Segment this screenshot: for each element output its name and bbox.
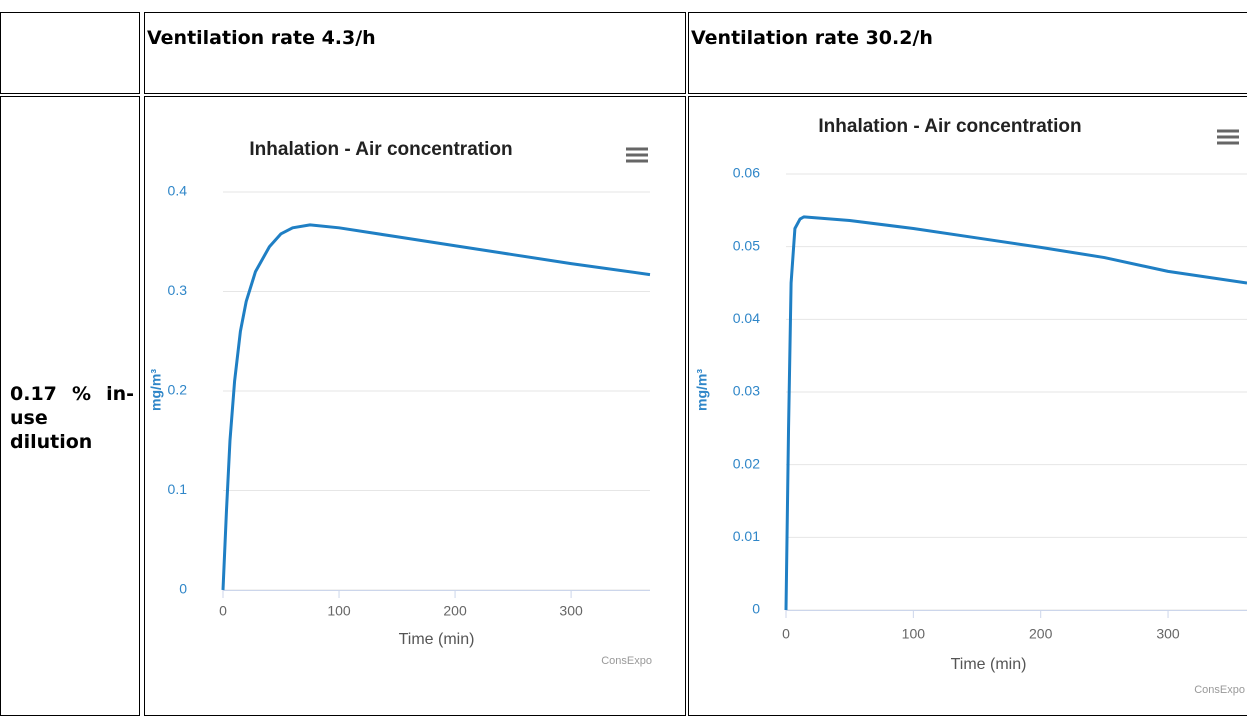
- x-axis-label: Time (min): [951, 656, 1027, 673]
- y-tick-label: 0.1: [168, 481, 188, 497]
- y-tick-label: 0: [752, 601, 760, 617]
- y-tick-label: 0.06: [733, 165, 760, 181]
- x-tick-label: 300: [559, 603, 583, 619]
- y-tick-label: 0.04: [733, 310, 760, 326]
- y-tick-label: 0.2: [168, 382, 188, 398]
- chart: 0 0.01 0.02 0.03 0.04 0.05 0.06 0 100 200 300 Inhal…: [694, 116, 1247, 696]
- header-cell: Ventilation rate 30.2/h: [688, 12, 1247, 94]
- chart-title: Inhalation - Air concentration: [818, 116, 1081, 137]
- y-tick-label: 0.01: [733, 528, 760, 544]
- x-tick-label: 100: [902, 626, 926, 642]
- header-text: Ventilation rate 30.2/h: [691, 27, 933, 49]
- y-axis-label: mg/m³: [148, 369, 164, 411]
- y-tick-label: 0.3: [168, 282, 188, 298]
- header-text: Ventilation rate 4.3/h: [147, 27, 376, 49]
- credit: ConsExpo: [601, 655, 652, 667]
- menu-icon-bar: [626, 147, 648, 151]
- page: Ventilation rate 4.3/h Ventilation rate …: [0, 12, 1247, 716]
- y-tick-label: 0.05: [733, 237, 760, 253]
- x-tick-label: 100: [327, 603, 351, 619]
- y-tick-label: 0: [179, 581, 187, 597]
- y-tick-label: 0.03: [733, 383, 760, 399]
- chart-title: Inhalation - Air concentration: [249, 139, 512, 160]
- x-tick-label: 200: [443, 603, 467, 619]
- menu-icon-bar: [1217, 129, 1239, 133]
- corner-cell: [0, 12, 140, 94]
- x-tick-label: 200: [1029, 626, 1053, 642]
- x-tick-label: 300: [1156, 626, 1180, 642]
- menu-icon-bar: [626, 153, 648, 157]
- x-tick-label: 0: [782, 626, 790, 642]
- menu-icon-bar: [1217, 141, 1239, 145]
- y-tick-label: 0.02: [733, 455, 760, 471]
- credit: ConsExpo: [1194, 684, 1245, 696]
- series-line: [784, 215, 1247, 611]
- header-cell: Ventilation rate 4.3/h: [144, 12, 686, 94]
- series-line: [221, 223, 651, 591]
- x-axis-label: Time (min): [399, 631, 475, 648]
- chart: 0 0.1 0.2 0.3 0.4 0 100 200 300 Inhalation - Air …: [148, 139, 652, 667]
- x-tick-label: 0: [219, 603, 227, 619]
- y-tick-label: 0.4: [168, 183, 188, 199]
- y-axis-label: mg/m³: [694, 369, 710, 411]
- menu-icon-bar: [626, 159, 648, 163]
- row-label: 0.17 % in-use dilution: [10, 383, 134, 453]
- menu-icon-bar: [1217, 135, 1239, 139]
